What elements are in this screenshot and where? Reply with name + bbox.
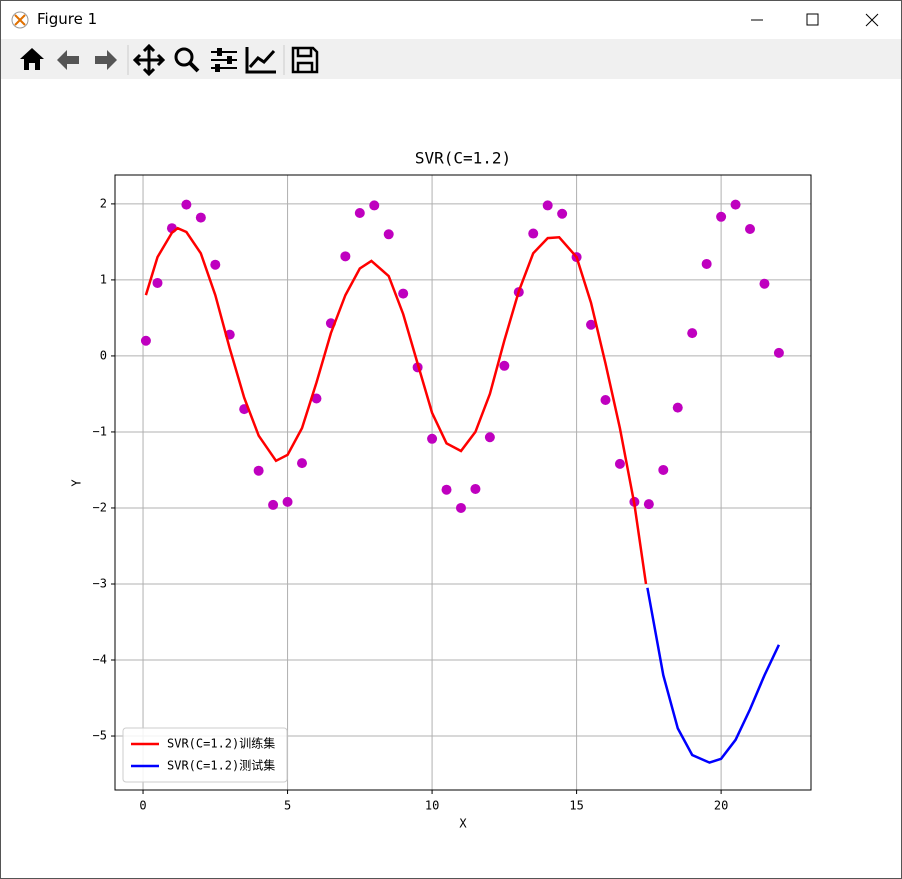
scatter-point <box>716 211 727 222</box>
scatter-point <box>282 496 293 507</box>
y-tick-label: −1 <box>93 424 107 438</box>
scatter-point <box>484 432 495 443</box>
zoom-handle <box>188 61 200 73</box>
back-button[interactable] <box>57 50 79 70</box>
scatter-point <box>354 208 365 219</box>
scatter-point <box>614 458 625 469</box>
legend-label: SVR(C=1.2)训练集 <box>167 736 275 751</box>
y-axis-label: Y <box>70 479 84 487</box>
scatter-point <box>311 393 322 404</box>
scatter-point <box>268 499 279 510</box>
app-icon-mark <box>14 14 26 26</box>
y-tick-label: 2 <box>100 196 107 210</box>
toolbar-icons <box>20 43 319 77</box>
scatter-point <box>759 278 770 289</box>
scatter-point <box>195 212 206 223</box>
x-tick-label: 5 <box>284 799 291 813</box>
y-tick-label: −3 <box>93 576 107 590</box>
scatter-point <box>499 360 510 371</box>
scatter-point <box>701 258 712 269</box>
save-button[interactable] <box>291 46 319 74</box>
scatter-point <box>745 223 756 234</box>
zoom-button[interactable] <box>174 47 194 67</box>
scatter-point <box>152 277 163 288</box>
scatter-point <box>181 199 192 210</box>
toolbar <box>1 39 901 79</box>
scatter-point <box>369 200 380 211</box>
scatter-point <box>773 347 784 358</box>
scatter-point <box>427 433 438 444</box>
scatter-point <box>542 200 553 211</box>
x-axis-label: X <box>459 817 467 831</box>
scatter-point <box>687 328 698 339</box>
scatter-point <box>441 484 452 495</box>
legend-label: SVR(C=1.2)测试集 <box>167 758 275 773</box>
x-tick-label: 15 <box>569 799 583 813</box>
scatter-point <box>658 464 669 475</box>
scatter-point <box>557 208 568 219</box>
x-tick-label: 0 <box>139 799 146 813</box>
scatter-point <box>528 228 539 239</box>
line <box>646 587 781 764</box>
scatter-point <box>600 395 611 406</box>
edit-button[interactable] <box>245 47 276 74</box>
scatter-point <box>297 458 308 469</box>
scatter-point <box>470 483 481 494</box>
scatter-point <box>730 199 741 210</box>
slider <box>227 56 232 64</box>
slider <box>217 48 222 56</box>
scatter-point <box>140 335 151 346</box>
slider <box>215 64 220 72</box>
y-tick-label: 1 <box>100 272 107 286</box>
chart-title: SVR(C=1.2) <box>415 149 511 168</box>
scatter-point <box>383 229 394 240</box>
chart: SVR(C=1.2) X Y 0 5 10 15 20 −5 −4 −3 −2 −1 0 1 2 SVR(… <box>70 149 812 831</box>
y-tick-label: −2 <box>93 500 107 514</box>
legend-box <box>122 727 288 783</box>
forward-button[interactable] <box>95 50 117 70</box>
y-tick-label: 0 <box>100 348 107 362</box>
scatter-point <box>643 499 654 510</box>
y-tick-label: −4 <box>93 653 107 667</box>
maximize-button[interactable] <box>806 13 819 26</box>
scatter-point <box>672 402 683 413</box>
y-tick-label: −5 <box>93 729 107 743</box>
plot-frame <box>114 174 812 791</box>
scatter-point <box>340 251 351 262</box>
home-button[interactable] <box>20 48 44 70</box>
scatter-point <box>210 259 221 270</box>
scatter-point <box>455 502 466 513</box>
x-tick-label: 10 <box>425 799 439 813</box>
line <box>144 226 648 585</box>
scatter-point <box>398 288 409 299</box>
pan-button[interactable] <box>132 43 166 77</box>
scatter-point <box>586 319 597 330</box>
subplots-button[interactable] <box>211 51 237 69</box>
title-bar-icons <box>11 11 879 29</box>
close-button[interactable] <box>865 13 879 27</box>
window-title: Figure 1 <box>37 10 98 28</box>
x-tick-label: 20 <box>714 799 728 813</box>
title-bar: Figure 1 <box>1 1 901 39</box>
scatter-point <box>253 465 264 476</box>
